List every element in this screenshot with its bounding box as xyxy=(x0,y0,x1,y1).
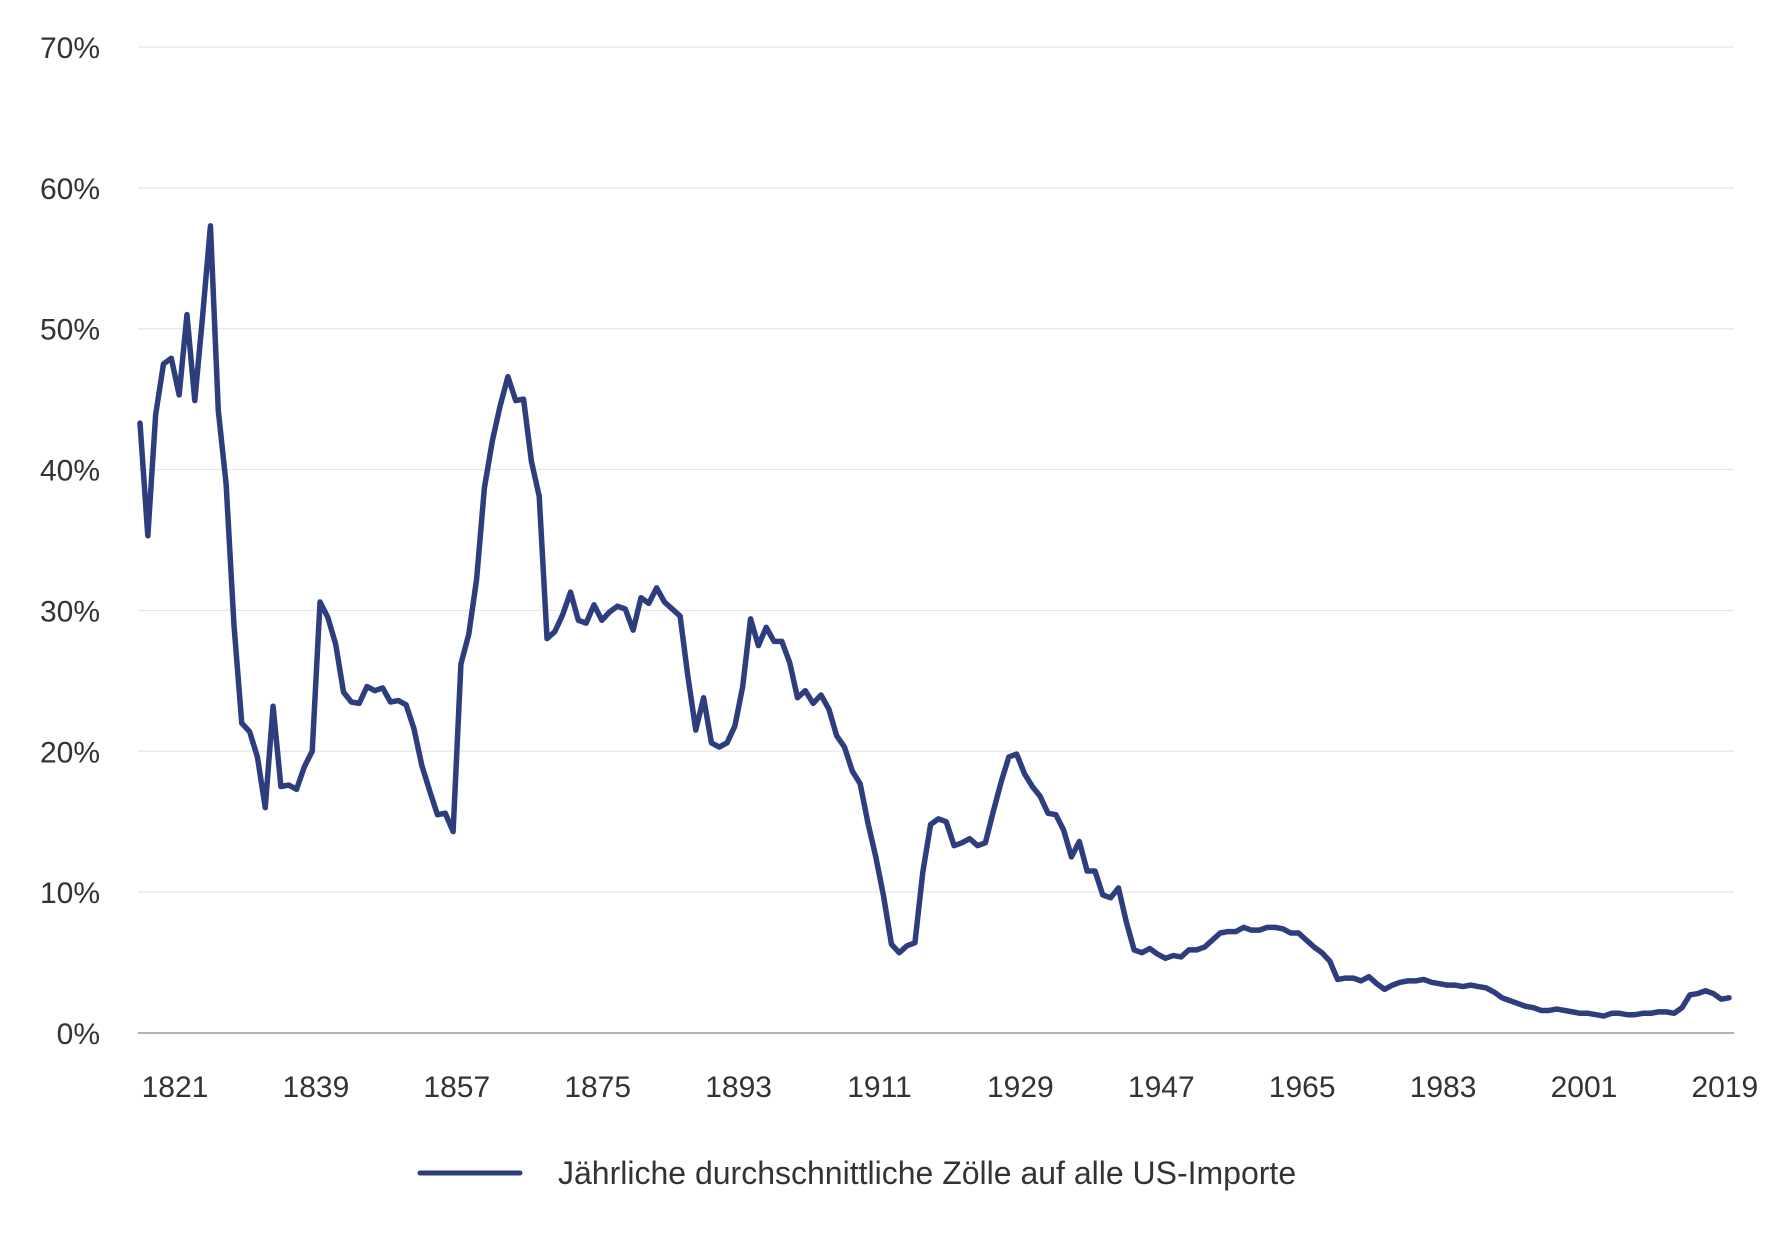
series-layer xyxy=(137,223,1732,1019)
y-tick-label: 10% xyxy=(40,877,100,910)
x-tick-label: 1947 xyxy=(1128,1071,1195,1104)
y-tick-label: 0% xyxy=(57,1018,100,1051)
legend: Jährliche durchschnittliche Zölle auf al… xyxy=(417,1155,1296,1191)
y-tick-label: 70% xyxy=(40,32,100,65)
y-tick-label: 50% xyxy=(40,314,100,347)
x-tick-label: 2019 xyxy=(1691,1071,1758,1104)
gridlines xyxy=(138,46,1734,893)
x-tick-label: 1911 xyxy=(847,1071,912,1104)
x-tick-label: 2001 xyxy=(1551,1071,1618,1104)
x-tick-label: 1875 xyxy=(564,1071,631,1104)
x-tick-label: 1857 xyxy=(423,1071,490,1104)
x-tick-label: 1983 xyxy=(1410,1071,1477,1104)
series-line xyxy=(137,223,1732,1019)
x-tick-label: 1965 xyxy=(1269,1071,1336,1104)
x-tick-label: 1821 xyxy=(142,1071,209,1104)
y-tick-label: 40% xyxy=(40,455,100,488)
legend-label: Jährliche durchschnittliche Zölle auf al… xyxy=(558,1155,1296,1191)
y-tick-label: 20% xyxy=(40,736,100,769)
x-tick-label: 1839 xyxy=(283,1071,350,1104)
y-tick-label: 30% xyxy=(40,595,100,628)
y-axis: 0% 10% 20% 30% 40% 50% 60% 70% xyxy=(40,32,100,1051)
y-tick-label: 60% xyxy=(40,173,100,206)
x-tick-label: 1893 xyxy=(705,1071,772,1104)
x-axis: 1821 1839 1857 1875 1893 1911 1929 1947 1965 1983… xyxy=(138,1032,1758,1104)
x-tick-label: 1929 xyxy=(987,1071,1054,1104)
